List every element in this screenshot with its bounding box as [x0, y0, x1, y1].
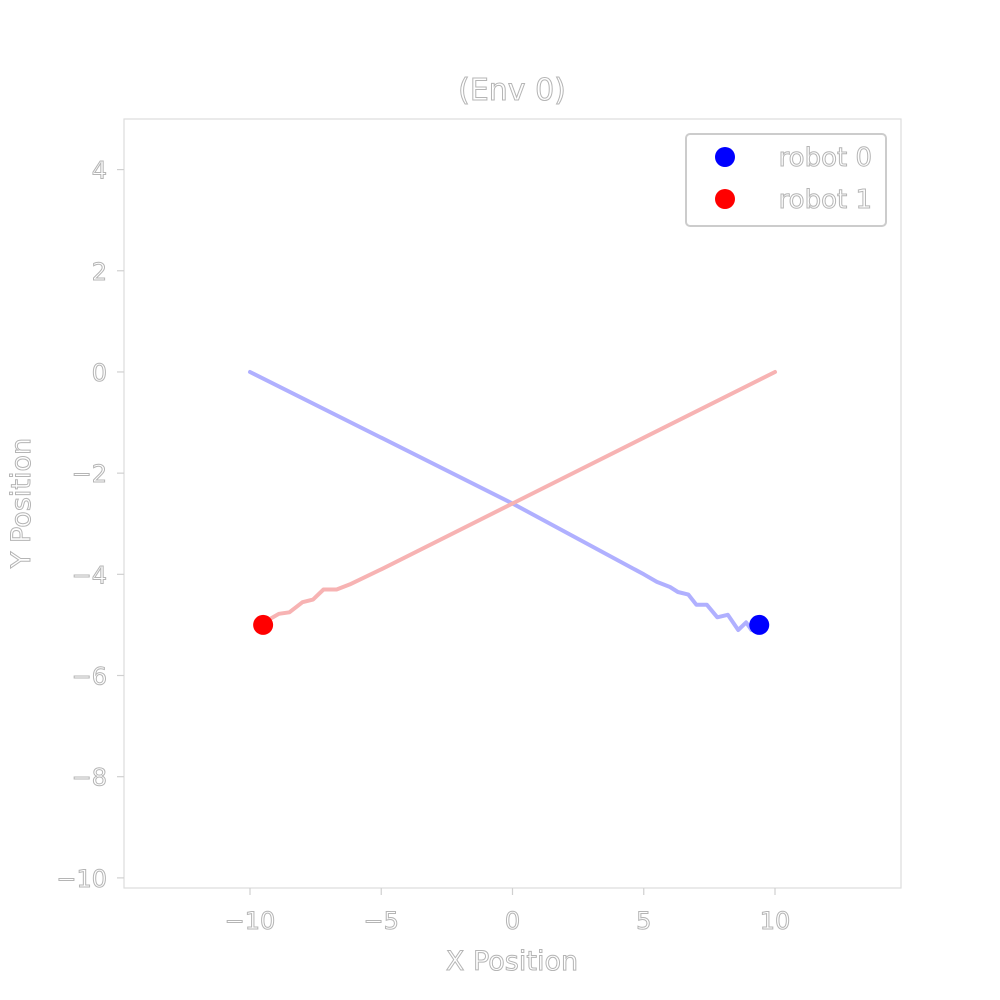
x-tick-label: 5 [636, 907, 651, 935]
y-tick-label: −8 [72, 764, 107, 792]
legend-marker-robot-0 [715, 147, 735, 167]
x-axis-label: X Position [446, 946, 578, 977]
x-axis-ticks: −10 −5 0 5 10 [224, 888, 791, 936]
legend-label-robot-0: robot 0 [779, 143, 872, 173]
series-layer [248, 370, 777, 635]
chart-title: (Env 0) [458, 73, 566, 108]
y-tick-label: 0 [92, 359, 107, 387]
legend-box [685, 133, 887, 227]
x-tick-label: 10 [760, 907, 791, 935]
y-tick-label: −4 [72, 561, 107, 589]
y-tick-label: −10 [56, 865, 107, 893]
y-axis-ticks: 4 2 0 −2 −4 −6 −8 −10 [56, 156, 124, 893]
legend-marker-robot-1 [715, 189, 735, 209]
legend: robot 0 robot 1 [685, 133, 887, 227]
legend-label-robot-1: robot 1 [779, 185, 872, 215]
y-axis-label: Y Position [6, 438, 37, 569]
y-tick-label: 4 [92, 157, 107, 185]
trajectory-robot-0 [248, 370, 762, 632]
y-tick-label: −2 [72, 460, 107, 488]
x-tick-label: −10 [225, 907, 276, 935]
x-tick-label: −5 [364, 907, 399, 935]
x-tick-label: 0 [505, 907, 520, 935]
y-tick-label: −6 [72, 663, 107, 691]
position-marker-robot-1 [253, 614, 274, 635]
position-marker-robot-0 [749, 614, 770, 635]
y-tick-label: 2 [92, 258, 107, 286]
trajectory-robot-1 [261, 370, 777, 627]
